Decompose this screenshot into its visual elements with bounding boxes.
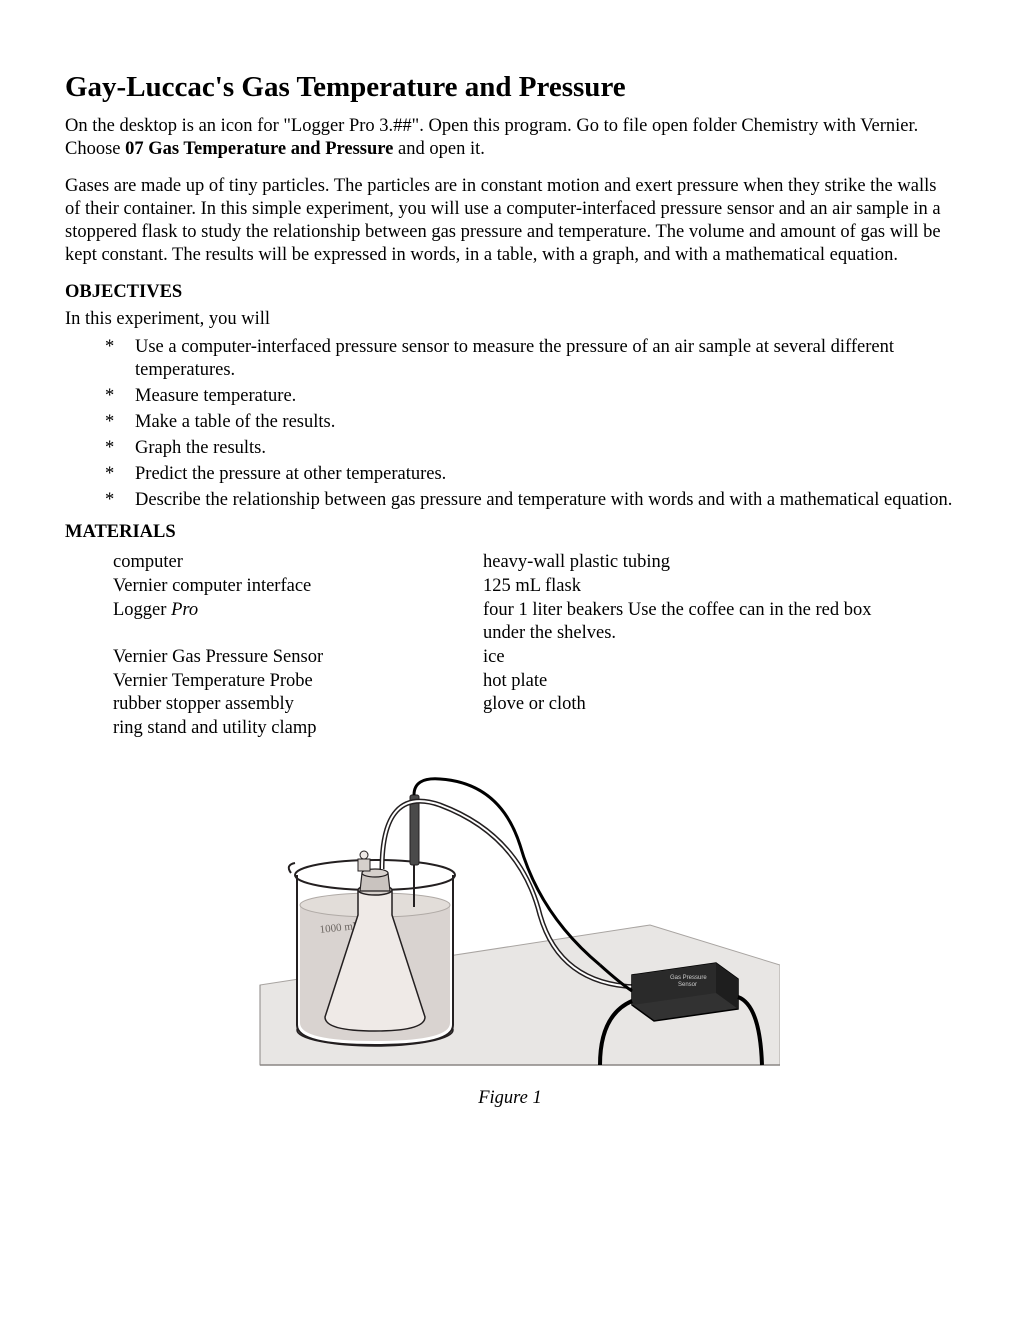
material-item: heavy-wall plastic tubing [483,551,883,575]
objectives-heading: OBJECTIVES [65,282,955,303]
objective-item: Use a computer-interfaced pressure senso… [105,336,955,382]
material-item: Vernier computer interface [113,575,483,599]
svg-text:Sensor: Sensor [678,982,697,988]
material-item: Vernier Temperature Probe [113,670,483,694]
material-item: hot plate [483,670,883,694]
material-item: Logger Pro [113,599,483,623]
objective-item: Predict the pressure at other temperatur… [105,463,955,486]
materials-heading: MATERIALS [65,522,955,543]
intro-paragraph-1: On the desktop is an icon for "Logger Pr… [65,115,955,161]
intro1-bold: 07 Gas Temperature and Pressure [125,139,393,159]
svg-text:Gas Pressure: Gas Pressure [670,975,707,981]
figure-caption: Figure 1 [65,1088,955,1109]
figure-wrap: 1000 mL [65,765,955,1109]
objectives-list: Use a computer-interfaced pressure senso… [65,336,955,513]
apparatus-diagram: 1000 mL [240,765,780,1075]
document-page: Gay-Luccac's Gas Temperature and Pressur… [0,0,1020,1320]
material-item: computer [113,551,483,575]
objective-item: Make a table of the results. [105,411,955,434]
material-item: ring stand and utility clamp [113,717,483,741]
objective-item: Describe the relationship between gas pr… [105,489,955,512]
material-item: glove or cloth [483,693,883,717]
intro1-post: and open it. [393,139,484,159]
material-item: four 1 liter beakers Use the coffee can … [483,599,883,646]
materials-left-column: computer Vernier computer interface Logg… [113,551,483,740]
material-item: Vernier Gas Pressure Sensor [113,646,483,670]
materials-columns: computer Vernier computer interface Logg… [113,551,955,740]
objective-item: Measure temperature. [105,385,955,408]
material-item [113,622,483,646]
material-item: ice [483,646,883,670]
objective-item: Graph the results. [105,437,955,460]
material-item: 125 mL flask [483,575,883,599]
objectives-lead: In this experiment, you will [65,309,955,330]
material-item: rubber stopper assembly [113,693,483,717]
materials-right-column: heavy-wall plastic tubing 125 mL flask f… [483,551,883,740]
page-title: Gay-Luccac's Gas Temperature and Pressur… [65,70,955,105]
intro-paragraph-2: Gases are made up of tiny particles. The… [65,175,955,268]
